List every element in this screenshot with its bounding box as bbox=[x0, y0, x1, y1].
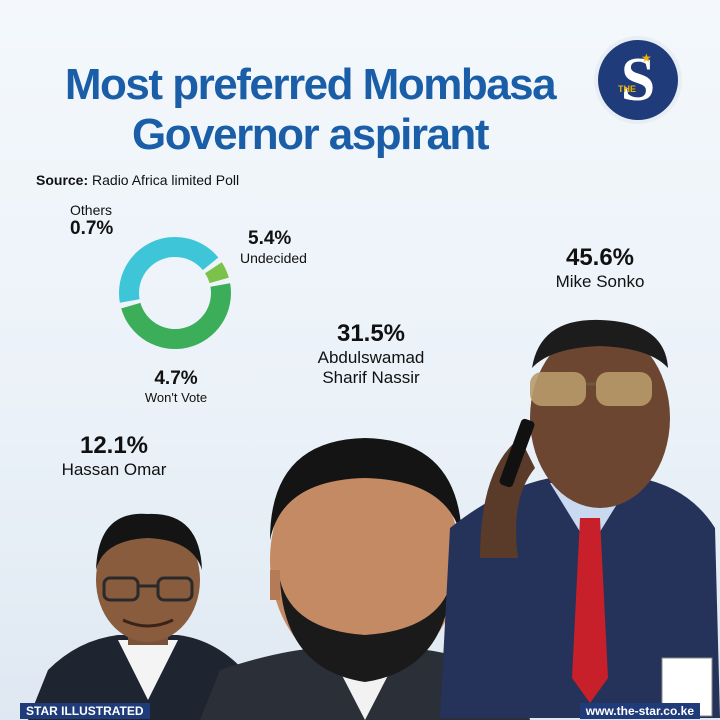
star-icon: ★ bbox=[641, 51, 652, 65]
candidate-name-sonko: Mike Sonko bbox=[555, 272, 645, 291]
slice-value-wont-vote: 4.7% bbox=[154, 368, 198, 389]
candidate-name-hassan: Hassan Omar bbox=[61, 460, 167, 479]
donut-chart bbox=[119, 237, 231, 349]
candidate-mike-sonko: 45.6% Mike Sonko bbox=[550, 244, 650, 292]
source-label: Source: bbox=[36, 172, 89, 188]
slice-label-others: Others bbox=[70, 202, 113, 218]
title-line-2: Governor aspirant bbox=[132, 110, 489, 159]
photo-hassan-omar bbox=[28, 513, 268, 720]
footer-credit: STAR ILLUSTRATED bbox=[20, 703, 150, 719]
source-line: Source: Radio Africa limited Poll bbox=[36, 172, 239, 188]
logo-small-text: THE bbox=[618, 84, 636, 94]
slice-value-others: 0.7% bbox=[70, 218, 114, 239]
candidate-hassan-omar: 12.1% Hassan Omar bbox=[56, 432, 172, 480]
the-star-logo: S THE ★ bbox=[598, 40, 678, 120]
slice-others: Others 0.7% bbox=[70, 202, 113, 240]
slice-label-wont-vote: Won't Vote bbox=[144, 390, 208, 405]
slice-value-undecided: 5.4% bbox=[248, 228, 292, 249]
donut-segment-undecided bbox=[121, 283, 231, 349]
footer-website: www.the-star.co.ke bbox=[579, 703, 700, 719]
logo-letter: S bbox=[620, 46, 656, 114]
candidate-value-sonko: 45.6% bbox=[565, 244, 635, 271]
candidate-abdulswamad: 31.5% Abdulswamad Sharif Nassir bbox=[306, 320, 436, 388]
photo-abdulswamad bbox=[200, 438, 530, 720]
title-line-1: Most preferred Mombasa bbox=[64, 60, 557, 109]
donut-segment-won-t-vote bbox=[119, 237, 219, 303]
candidate-name-abdulswamad: Abdulswamad Sharif Nassir bbox=[317, 348, 425, 387]
slice-label-undecided: Undecided bbox=[240, 250, 307, 266]
slice-undecided: 5.4% Undecided bbox=[240, 228, 307, 266]
page-title: Most preferred Mombasa Governor aspirant bbox=[30, 60, 590, 160]
photo-mike-sonko bbox=[440, 319, 720, 718]
candidate-value-abdulswamad: 31.5% bbox=[336, 320, 406, 347]
candidate-value-hassan: 12.1% bbox=[79, 432, 149, 459]
source-text: Radio Africa limited Poll bbox=[92, 172, 240, 188]
slice-wont-vote: 4.7% Won't Vote bbox=[136, 368, 216, 405]
donut-segment-others bbox=[205, 262, 229, 284]
